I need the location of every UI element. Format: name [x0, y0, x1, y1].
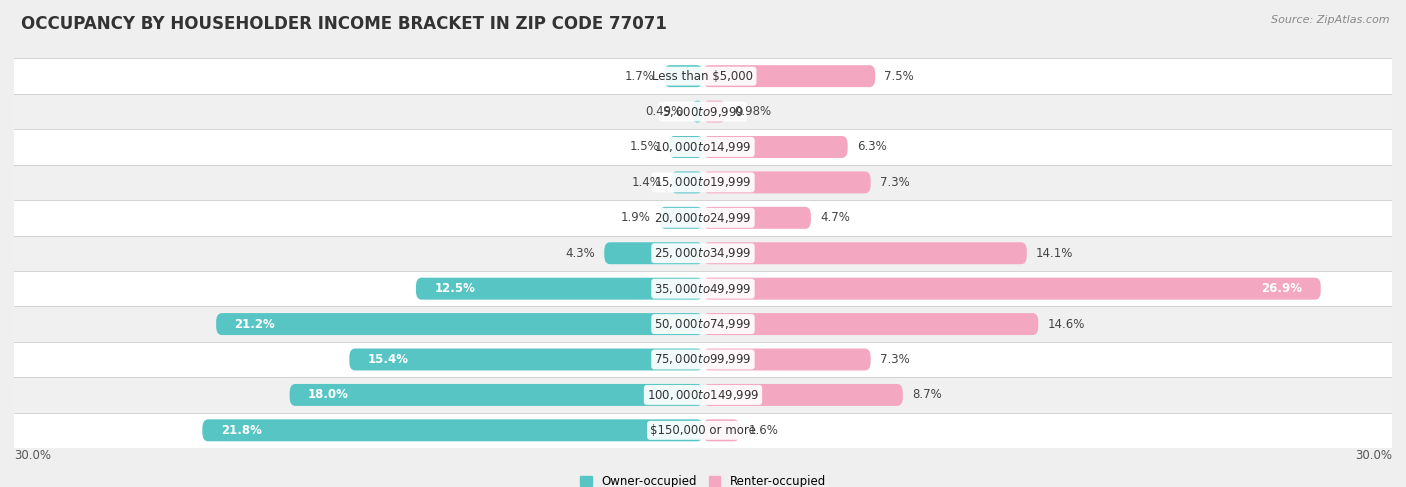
FancyBboxPatch shape	[703, 384, 903, 406]
Text: 14.6%: 14.6%	[1047, 318, 1085, 331]
Text: $15,000 to $19,999: $15,000 to $19,999	[654, 175, 752, 189]
Bar	[14, 200, 1392, 236]
FancyBboxPatch shape	[671, 171, 703, 193]
Text: 0.98%: 0.98%	[735, 105, 772, 118]
Text: 1.4%: 1.4%	[631, 176, 662, 189]
Text: $150,000 or more: $150,000 or more	[650, 424, 756, 437]
FancyBboxPatch shape	[349, 349, 703, 371]
Text: 15.4%: 15.4%	[368, 353, 409, 366]
Text: 7.3%: 7.3%	[880, 353, 910, 366]
Text: 4.7%: 4.7%	[820, 211, 851, 225]
Text: 1.7%: 1.7%	[624, 70, 655, 83]
Text: $25,000 to $34,999: $25,000 to $34,999	[654, 246, 752, 260]
FancyBboxPatch shape	[703, 101, 725, 123]
FancyBboxPatch shape	[659, 207, 703, 229]
Bar	[14, 94, 1392, 129]
Text: $5,000 to $9,999: $5,000 to $9,999	[662, 105, 744, 118]
Text: 6.3%: 6.3%	[856, 140, 887, 153]
FancyBboxPatch shape	[703, 349, 870, 371]
FancyBboxPatch shape	[703, 278, 1320, 300]
Bar	[14, 58, 1392, 94]
Bar	[14, 306, 1392, 342]
Legend: Owner-occupied, Renter-occupied: Owner-occupied, Renter-occupied	[575, 470, 831, 487]
FancyBboxPatch shape	[692, 101, 703, 123]
Text: 14.1%: 14.1%	[1036, 247, 1073, 260]
Text: Source: ZipAtlas.com: Source: ZipAtlas.com	[1271, 15, 1389, 25]
Text: $50,000 to $74,999: $50,000 to $74,999	[654, 317, 752, 331]
Text: OCCUPANCY BY HOUSEHOLDER INCOME BRACKET IN ZIP CODE 77071: OCCUPANCY BY HOUSEHOLDER INCOME BRACKET …	[21, 15, 666, 33]
Text: 7.3%: 7.3%	[880, 176, 910, 189]
Text: 1.6%: 1.6%	[749, 424, 779, 437]
Text: $100,000 to $149,999: $100,000 to $149,999	[647, 388, 759, 402]
Bar	[14, 129, 1392, 165]
FancyBboxPatch shape	[605, 242, 703, 264]
FancyBboxPatch shape	[217, 313, 703, 335]
Text: 7.5%: 7.5%	[884, 70, 914, 83]
FancyBboxPatch shape	[703, 136, 848, 158]
FancyBboxPatch shape	[703, 242, 1026, 264]
Text: $35,000 to $49,999: $35,000 to $49,999	[654, 281, 752, 296]
Text: 12.5%: 12.5%	[434, 282, 475, 295]
Text: 21.2%: 21.2%	[235, 318, 276, 331]
Text: 30.0%: 30.0%	[1355, 449, 1392, 462]
FancyBboxPatch shape	[202, 419, 703, 441]
FancyBboxPatch shape	[290, 384, 703, 406]
Text: 1.9%: 1.9%	[620, 211, 650, 225]
Text: Less than $5,000: Less than $5,000	[652, 70, 754, 83]
Text: 1.5%: 1.5%	[630, 140, 659, 153]
FancyBboxPatch shape	[703, 207, 811, 229]
Text: 4.3%: 4.3%	[565, 247, 595, 260]
Bar	[14, 271, 1392, 306]
FancyBboxPatch shape	[416, 278, 703, 300]
Bar	[14, 342, 1392, 377]
Text: 21.8%: 21.8%	[221, 424, 262, 437]
Text: $75,000 to $99,999: $75,000 to $99,999	[654, 353, 752, 367]
Text: 26.9%: 26.9%	[1261, 282, 1302, 295]
FancyBboxPatch shape	[703, 65, 875, 87]
Bar	[14, 412, 1392, 448]
Text: $20,000 to $24,999: $20,000 to $24,999	[654, 211, 752, 225]
FancyBboxPatch shape	[664, 65, 703, 87]
Text: 8.7%: 8.7%	[912, 389, 942, 401]
FancyBboxPatch shape	[703, 419, 740, 441]
Bar	[14, 236, 1392, 271]
FancyBboxPatch shape	[703, 171, 870, 193]
FancyBboxPatch shape	[669, 136, 703, 158]
Text: 0.49%: 0.49%	[645, 105, 682, 118]
FancyBboxPatch shape	[703, 313, 1038, 335]
Text: 18.0%: 18.0%	[308, 389, 349, 401]
Text: 30.0%: 30.0%	[14, 449, 51, 462]
Text: $10,000 to $14,999: $10,000 to $14,999	[654, 140, 752, 154]
Bar	[14, 377, 1392, 412]
Bar	[14, 165, 1392, 200]
